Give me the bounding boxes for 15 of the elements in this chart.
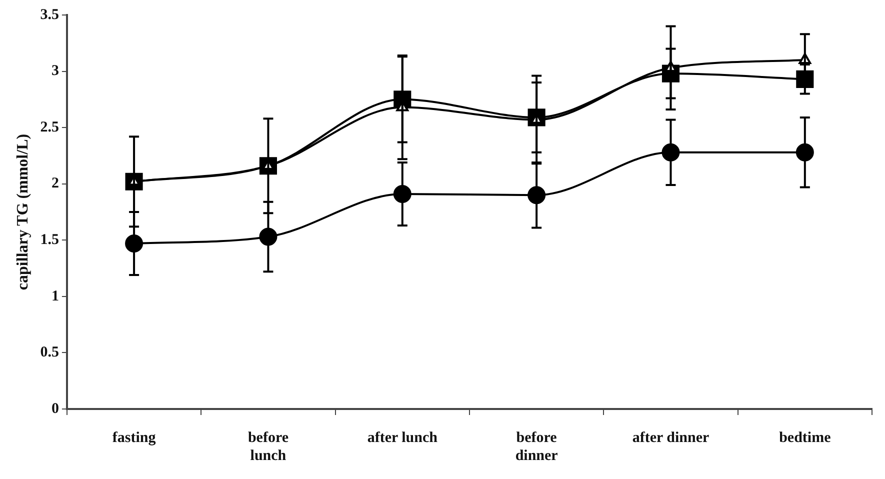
x-tick-label: fasting bbox=[112, 430, 156, 446]
y-axis-title: capillary TG (mmol/L) bbox=[14, 134, 32, 290]
x-tick-label: bedtime bbox=[779, 430, 832, 446]
x-tick-label: before lunch bbox=[248, 430, 289, 464]
y-tick-label: 3 bbox=[51, 63, 59, 80]
y-tick-label: 3.5 bbox=[40, 6, 59, 23]
y-tick-label: 0.5 bbox=[40, 344, 59, 361]
y-tick-label: 1 bbox=[51, 288, 59, 304]
x-tick-label: after lunch bbox=[367, 430, 438, 446]
y-tick-label: 1.5 bbox=[40, 232, 59, 248]
y-tick-label: 0 bbox=[51, 400, 59, 417]
y-tick-label: 2.5 bbox=[40, 119, 59, 136]
x-tick-label: after dinner bbox=[632, 430, 710, 446]
y-tick-label: 2 bbox=[51, 176, 59, 192]
x-tick-label: before dinner bbox=[515, 430, 558, 464]
